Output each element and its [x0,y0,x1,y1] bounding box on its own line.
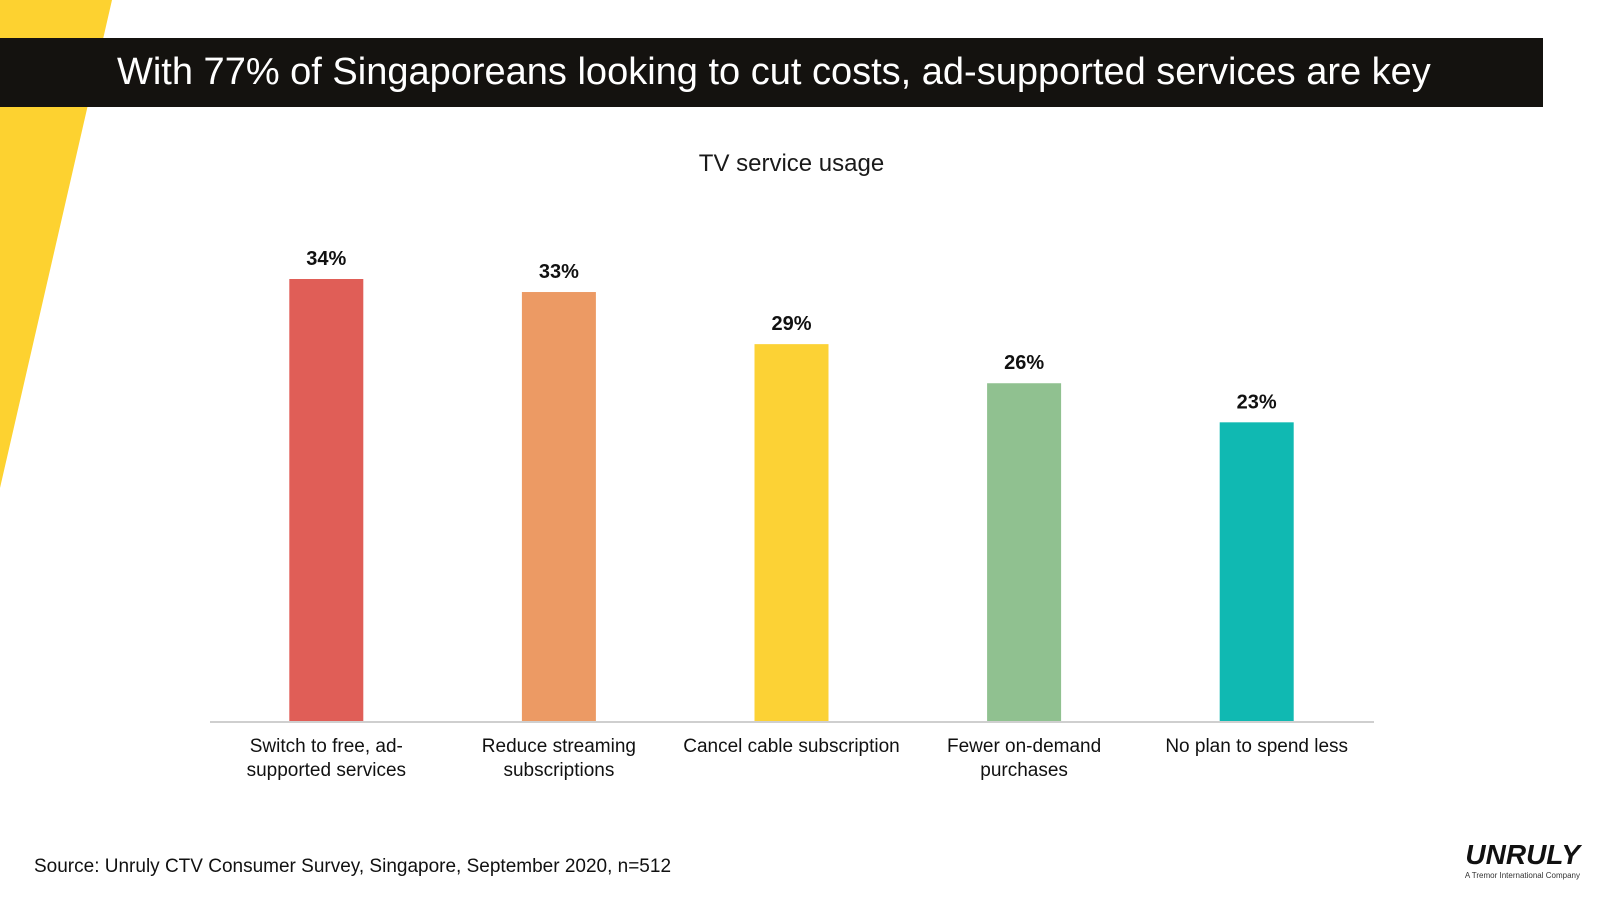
logo-wordmark: UNRULY [1465,839,1580,870]
bar-value-label-4: 26% [1004,352,1044,374]
bar-1 [289,279,364,722]
logo-tagline: A Tremor International Company [1464,871,1580,880]
category-label-3: Cancel cable subscription [683,736,900,757]
slide-title: With 77% of Singaporeans looking to cut … [117,51,1431,93]
yellow-accent-stripe [0,0,112,488]
bar-value-label-2: 33% [539,261,579,283]
bar-5 [1219,422,1294,722]
bar-4 [987,383,1062,722]
chart-title: TV service usage [698,150,885,177]
source-note: Source: Unruly CTV Consumer Survey, Sing… [34,856,672,877]
bar-value-label-5: 23% [1237,391,1277,413]
bar-2 [521,292,596,722]
unruly-logo: UNRULY A Tremor International Company [1450,840,1580,890]
category-label-4: Fewer on-demand purchases [947,736,1101,781]
bar-3 [754,344,829,722]
category-label-5: No plan to spend less [1165,736,1348,757]
title-banner: With 77% of Singaporeans looking to cut … [0,38,1543,107]
bar-value-label-3: 29% [771,313,811,335]
category-label-2: Reduce streaming subscriptions [482,736,636,781]
bar-value-label-1: 34% [306,248,346,270]
category-label-1: Switch to free, ad-supported services [247,736,406,781]
